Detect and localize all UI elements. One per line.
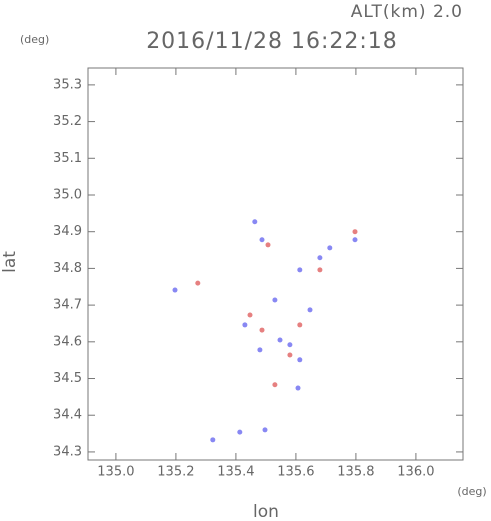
echo-point bbox=[352, 237, 358, 243]
x-tick-label: 136.0 bbox=[397, 465, 434, 480]
chart-title: 2016/11/28 16:22:18 bbox=[146, 29, 398, 54]
echo-point bbox=[259, 327, 265, 333]
y-tick-label: 34.9 bbox=[53, 224, 82, 239]
echo-point bbox=[287, 342, 293, 348]
echo-point bbox=[252, 219, 258, 225]
echo-point bbox=[172, 287, 178, 293]
y-tick-label: 35.2 bbox=[53, 114, 82, 129]
echo-point bbox=[210, 437, 216, 443]
y-tick-label: 35.1 bbox=[53, 151, 82, 166]
echo-point bbox=[327, 245, 333, 251]
echo-point bbox=[287, 352, 293, 358]
echo-point bbox=[247, 312, 253, 318]
echo-point bbox=[297, 322, 303, 328]
echo-point bbox=[317, 255, 323, 261]
echo-point bbox=[307, 307, 313, 313]
echo-point bbox=[242, 322, 248, 328]
y-unit: (deg) bbox=[20, 33, 49, 46]
echo-point bbox=[265, 242, 271, 248]
echo-point bbox=[272, 297, 278, 303]
x-unit: (deg) bbox=[457, 485, 486, 498]
echo-point bbox=[352, 229, 358, 235]
echo-point bbox=[295, 385, 301, 391]
y-tick-label: 35.0 bbox=[53, 187, 82, 202]
x-tick-label: 135.0 bbox=[97, 465, 134, 480]
echo-point bbox=[277, 337, 283, 343]
x-tick-label: 135.8 bbox=[337, 465, 374, 480]
y-axis-title: lat bbox=[0, 251, 20, 273]
x-tick-label: 135.6 bbox=[277, 465, 314, 480]
echo-point bbox=[257, 347, 263, 353]
altitude-label: ALT(km) 2.0 bbox=[351, 2, 463, 22]
echo-point bbox=[195, 280, 201, 286]
echo-point bbox=[297, 357, 303, 363]
plot-frame bbox=[87, 67, 464, 461]
y-tick-label: 34.7 bbox=[53, 298, 82, 313]
echo-point bbox=[262, 427, 268, 433]
y-tick-label: 34.6 bbox=[53, 334, 82, 349]
echo-point bbox=[317, 267, 323, 273]
y-tick-label: 34.3 bbox=[53, 444, 82, 459]
y-tick-label: 34.8 bbox=[53, 261, 82, 276]
echo-point bbox=[237, 429, 243, 435]
x-tick-label: 135.4 bbox=[217, 465, 254, 480]
x-tick-label: 135.2 bbox=[157, 465, 194, 480]
y-tick-label: 34.5 bbox=[53, 371, 82, 386]
echo-point bbox=[297, 267, 303, 273]
y-tick-label: 34.4 bbox=[53, 408, 82, 423]
x-axis-title: lon bbox=[253, 502, 279, 521]
echo-point bbox=[259, 237, 265, 243]
y-tick-label: 35.3 bbox=[53, 77, 82, 92]
echo-point bbox=[272, 382, 278, 388]
